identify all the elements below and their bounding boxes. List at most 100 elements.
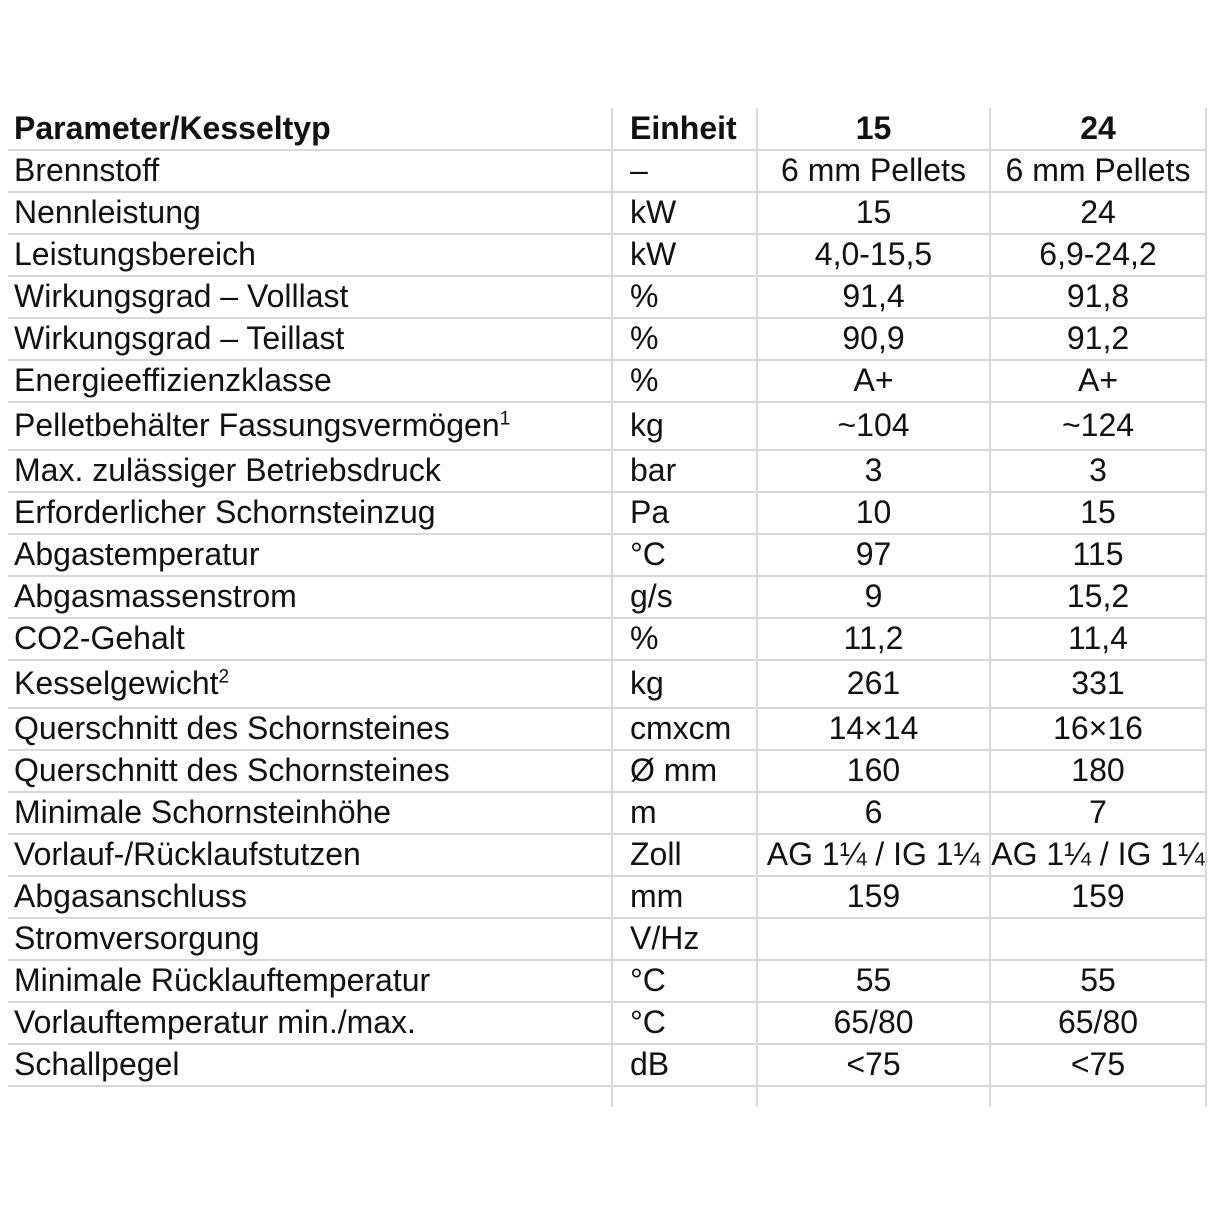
- table-row: Vorlauf-/Rücklaufstutzen Zoll AG 1¼ / IG 1…: [8, 834, 1207, 877]
- table-row: Minimale Rücklauftemperatur °C 55 55: [8, 960, 1207, 1003]
- table-row: CO2-Gehalt% 11,2 11,4: [8, 618, 1207, 661]
- value-model-24: 65/80: [989, 1002, 1207, 1045]
- value-model-24: 6,9-24,2: [989, 234, 1207, 277]
- table-row: Schallpegel dB <75 <75: [8, 1044, 1207, 1087]
- unit-value: V/Hz: [611, 918, 757, 961]
- unit-value: °C: [611, 1002, 757, 1045]
- unit-value: –: [611, 150, 757, 193]
- table-row: Max. zulässiger Betriebsdruck bar 3 3: [8, 450, 1207, 493]
- header-row: Parameter/Kesseltyp Einheit 15 24: [8, 108, 1207, 151]
- unit-value: bar: [611, 450, 757, 493]
- unit-value: °C: [611, 960, 757, 1003]
- parameter-name: Leistungsbereich: [8, 234, 612, 277]
- parameter-name: Brennstoff: [8, 150, 612, 193]
- parameter-name: CO2-Gehalt: [8, 618, 612, 661]
- table-row: Leistungsbereich kW 4,0-15,5 6,9-24,2: [8, 234, 1207, 277]
- table-row: Vorlauftemperatur min./max. °C 65/80 65/80: [8, 1002, 1207, 1045]
- table-row: Minimale Schornsteinhöhe m 6 7: [8, 792, 1207, 835]
- value-model-15: 91,4: [756, 276, 990, 319]
- table-row: Energieeffizienzklasse% A+ A+: [8, 360, 1207, 403]
- parameter-name: Nennleistung: [8, 192, 612, 235]
- empty-cell: [756, 1086, 990, 1107]
- unit-value: cmxcm: [611, 708, 757, 751]
- spec-table-container: Parameter/Kesseltyp Einheit 15 24 Brenns…: [8, 108, 1207, 1107]
- unit-value: mm: [611, 876, 757, 919]
- parameter-name: Erforderlicher Schornsteinzug: [8, 492, 612, 535]
- parameter-name: Vorlauf-/Rücklaufstutzen: [8, 834, 612, 877]
- header-model-24: 24: [989, 108, 1207, 151]
- value-model-24: 115: [989, 534, 1207, 577]
- value-model-15: A+: [756, 360, 990, 403]
- table-row: Erforderlicher Schornsteinzug Pa 10 15: [8, 492, 1207, 535]
- value-model-24: 55: [989, 960, 1207, 1003]
- value-model-15: 55: [756, 960, 990, 1003]
- value-model-24: [989, 918, 1207, 961]
- value-model-24: <75: [989, 1044, 1207, 1087]
- value-model-24: A+: [989, 360, 1207, 403]
- parameter-name: Wirkungsgrad – Volllast: [8, 276, 612, 319]
- value-model-15: 261: [756, 660, 990, 709]
- unit-value: g/s: [611, 576, 757, 619]
- parameter-name: Pelletbehälter Fassungsvermögen1: [8, 402, 612, 451]
- table-row: Abgasmassenstrom g/s 9 15,2: [8, 576, 1207, 619]
- table-row: Querschnitt des Schornsteines Ø mm 160 180: [8, 750, 1207, 793]
- parameter-name: Wirkungsgrad – Teillast: [8, 318, 612, 361]
- parameter-name: Querschnitt des Schornsteines: [8, 750, 612, 793]
- table-row: Kesselgewicht2 kg 261 331: [8, 660, 1207, 709]
- value-model-24: 16×16: [989, 708, 1207, 751]
- value-model-24: 331: [989, 660, 1207, 709]
- unit-value: %: [611, 276, 757, 319]
- value-model-24: 91,8: [989, 276, 1207, 319]
- table-row: Abgasanschluss mm 159 159: [8, 876, 1207, 919]
- value-model-24: 24: [989, 192, 1207, 235]
- value-model-24: ~124: [989, 402, 1207, 451]
- unit-value: Pa: [611, 492, 757, 535]
- table-row: Pelletbehälter Fassungsvermögen1 kg ~104 ~1…: [8, 402, 1207, 451]
- partial-empty-row: [8, 1086, 1207, 1107]
- parameter-name: Kesselgewicht2: [8, 660, 612, 709]
- table-row: Nennleistung kW 15 24: [8, 192, 1207, 235]
- parameter-name: Abgastemperatur: [8, 534, 612, 577]
- value-model-24: 15,2: [989, 576, 1207, 619]
- value-model-15: 15: [756, 192, 990, 235]
- parameter-name: Abgasmassenstrom: [8, 576, 612, 619]
- unit-value: m: [611, 792, 757, 835]
- table-row: Stromversorgung V/Hz: [8, 918, 1207, 961]
- parameter-name: Querschnitt des Schornsteines: [8, 708, 612, 751]
- table-row: Wirkungsgrad – Teillast% 90,9 91,2: [8, 318, 1207, 361]
- value-model-15: 160: [756, 750, 990, 793]
- footnote-marker: 1: [499, 408, 511, 430]
- unit-value: dB: [611, 1044, 757, 1087]
- value-model-15: 159: [756, 876, 990, 919]
- value-model-24: 7: [989, 792, 1207, 835]
- value-model-15: 6 mm Pellets: [756, 150, 990, 193]
- empty-cell: [611, 1086, 757, 1107]
- footnote-marker: 2: [218, 666, 230, 688]
- value-model-15: AG 1¼ / IG 1¼: [756, 834, 990, 877]
- value-model-15: [756, 918, 990, 961]
- unit-value: Zoll: [611, 834, 757, 877]
- empty-cell: [8, 1086, 612, 1107]
- boiler-spec-table: Parameter/Kesseltyp Einheit 15 24 Brenns…: [8, 108, 1207, 1107]
- value-model-15: ~104: [756, 402, 990, 451]
- unit-value: %: [611, 618, 757, 661]
- value-model-24: 11,4: [989, 618, 1207, 661]
- value-model-15: 65/80: [756, 1002, 990, 1045]
- value-model-24: 91,2: [989, 318, 1207, 361]
- table-row: Brennstoff –6 mm Pellets 6 mm Pellets: [8, 150, 1207, 193]
- value-model-24: 6 mm Pellets: [989, 150, 1207, 193]
- unit-value: Ø mm: [611, 750, 757, 793]
- value-model-15: 6: [756, 792, 990, 835]
- unit-value: %: [611, 318, 757, 361]
- unit-value: %: [611, 360, 757, 403]
- unit-value: kW: [611, 234, 757, 277]
- unit-value: kg: [611, 660, 757, 709]
- parameter-name: Minimale Rücklauftemperatur: [8, 960, 612, 1003]
- parameter-name: Energieeffizienzklasse: [8, 360, 612, 403]
- value-model-24: 159: [989, 876, 1207, 919]
- table-body: Brennstoff –6 mm Pellets 6 mm Pellets Nennl…: [8, 150, 1207, 1107]
- parameter-name: Max. zulässiger Betriebsdruck: [8, 450, 612, 493]
- parameter-name: Stromversorgung: [8, 918, 612, 961]
- table-row: Querschnitt des Schornsteines cmxcm 14×14 1…: [8, 708, 1207, 751]
- unit-value: kg: [611, 402, 757, 451]
